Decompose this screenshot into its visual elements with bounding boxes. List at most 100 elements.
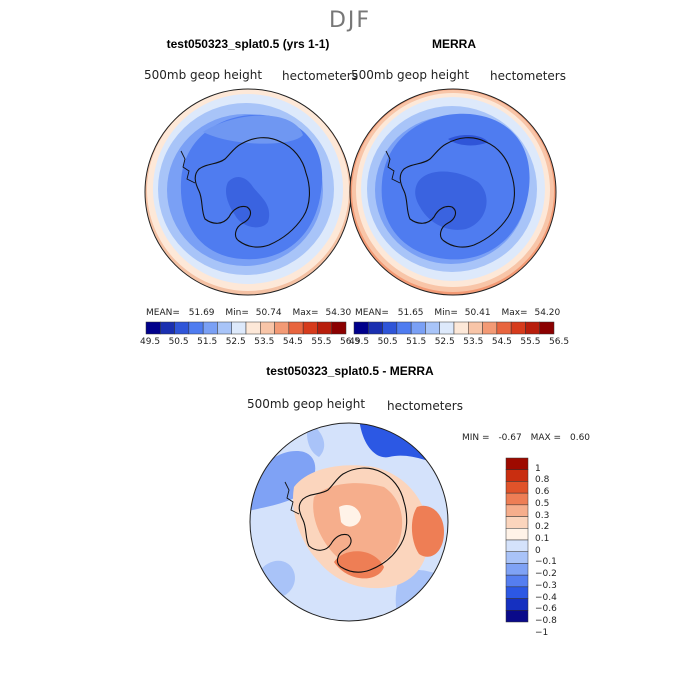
colorbar-swatch	[439, 321, 455, 335]
diff-pos-03	[313, 483, 403, 567]
diff-colorbar-tick-label: −0.6	[535, 604, 557, 615]
obs-min-label: Min=	[434, 308, 458, 318]
obs-mean-value: 51.65	[397, 308, 424, 318]
colorbar-tick-label: 51.5	[406, 337, 427, 347]
colorbar-swatch	[382, 321, 398, 335]
diff-colorbar-tick-label: 0.6	[535, 487, 550, 498]
season-title: DJF	[328, 8, 372, 33]
model-min-label: Min=	[225, 308, 249, 318]
model-polar-map	[144, 88, 352, 296]
diff-colorbar-tick-label: 0.1	[535, 534, 550, 544]
colorbar-swatch	[202, 321, 218, 335]
diff-map-border	[249, 422, 449, 622]
model-max-value: 54.30	[325, 308, 352, 318]
colorbar-swatch	[317, 321, 332, 335]
model-antarctica-coastline	[194, 137, 310, 248]
diff-max-value: 0.60	[569, 433, 591, 443]
colorbar-swatch	[425, 321, 440, 335]
colorbar-swatch	[468, 321, 483, 335]
diff-colorbar-tick-label: −0.4	[535, 592, 557, 603]
obs-antarctica-coastline	[399, 137, 515, 248]
diff-colorbar-tick-label: 0	[535, 545, 541, 556]
colorbar-swatch	[231, 321, 247, 335]
model-min-value: 50.74	[255, 308, 282, 318]
diff-neg-west	[250, 451, 316, 512]
colorbar-swatch	[260, 321, 275, 335]
colorbar-tick-label: 54.5	[282, 337, 303, 347]
diff-colorbar-swatch	[505, 586, 529, 599]
colorbar-swatch	[410, 321, 426, 335]
colorbar-swatch	[160, 321, 175, 335]
diff-colorbar-swatch	[505, 516, 529, 529]
obs-panel-title: MERRA	[432, 37, 476, 51]
diff-colorbar-tick-label: −0.1	[535, 557, 557, 568]
obs-band-50	[415, 171, 487, 230]
obs-colorbar-ticks: 49.5 50.5 51.5 52.5 53.5 54.5 55.5 56.5	[0, 337, 700, 349]
colorbar-swatch	[188, 321, 204, 335]
model-band-ridge	[203, 115, 303, 144]
colorbar-swatch	[145, 321, 161, 335]
obs-units-label: hectometers	[490, 69, 566, 83]
colorbar-swatch	[525, 321, 540, 335]
diff-colorbar-swatch	[505, 598, 529, 611]
colorbar-tick-label: 55.5	[520, 337, 541, 347]
colorbar-tick-label: 56.5	[340, 337, 361, 347]
diff-colorbar-tick-label: −0.8	[535, 616, 557, 626]
model-mean-value: 51.69	[188, 308, 215, 318]
model-max-label: Max=	[292, 308, 319, 318]
colorbar-swatch	[302, 321, 318, 335]
colorbar-tick-label: 55.5	[311, 337, 332, 347]
colorbar-swatch	[217, 321, 232, 335]
diff-colorbar-swatch	[505, 457, 529, 470]
diff-colorbar	[505, 457, 529, 623]
colorbar-tick-label: 52.5	[225, 337, 246, 347]
model-colorbar-ticks: 49.5 50.5 51.5 52.5 53.5 54.5 55.5 56.5	[0, 337, 700, 349]
obs-mean-label: MEAN=	[355, 308, 389, 318]
diff-max-label: MAX =	[530, 433, 562, 443]
colorbar-tick-label: 54.5	[491, 337, 512, 347]
model-colorbar	[145, 321, 347, 335]
diff-colorbar-tick-label: −0.3	[535, 580, 557, 591]
colorbar-tick-label: 56.5	[549, 337, 570, 347]
colorbar-tick-label: 50.5	[168, 337, 189, 347]
diff-min-label: MIN =	[462, 433, 490, 443]
obs-min-value: 50.41	[464, 308, 491, 318]
obs-variable-label: 500mb geop height	[351, 68, 470, 82]
colorbar-swatch	[453, 321, 469, 335]
obs-band-trough	[448, 135, 488, 146]
diff-zero-interior	[339, 505, 361, 527]
colorbar-tick-label: 50.5	[377, 337, 398, 347]
diff-colorbar-tick-label: −0.2	[535, 569, 557, 580]
colorbar-tick-label: 53.5	[254, 337, 275, 347]
diff-pos-05	[334, 551, 384, 579]
diff-polar-map	[249, 422, 449, 622]
colorbar-swatch	[274, 321, 290, 335]
model-units-label: hectometers	[282, 69, 358, 83]
colorbar-swatch	[539, 321, 555, 335]
colorbar-swatch	[174, 321, 190, 335]
diff-colorbar-swatch	[505, 539, 529, 552]
diff-antarctica-coastline	[298, 467, 408, 573]
colorbar-swatch	[396, 321, 412, 335]
model-band-50	[225, 177, 270, 228]
model-stats: MEAN= 51.69 Min= 50.74 Max= 54.30	[146, 308, 351, 318]
colorbar-swatch	[245, 321, 261, 335]
diff-colorbar-tick-label: 1	[535, 463, 541, 474]
diff-colorbar-tick-label: 0.3	[535, 510, 550, 521]
obs-max-value: 54.20	[534, 308, 561, 318]
diff-colorbar-swatch	[505, 469, 529, 482]
model-variable-label: 500mb geop height	[144, 68, 263, 82]
colorbar-tick-label: 49.5	[349, 337, 370, 347]
diff-colorbar-tick-label: −1	[535, 627, 549, 638]
colorbar-swatch	[331, 321, 347, 335]
diff-panel-title: test050323_splat0.5 - MERRA	[266, 364, 434, 378]
colorbar-tick-label: 51.5	[197, 337, 218, 347]
diff-colorbar-tick-label: 0.5	[535, 498, 550, 509]
model-peninsula	[180, 150, 196, 184]
diff-pos-east	[411, 505, 444, 557]
colorbar-swatch	[353, 321, 369, 335]
diff-colorbar-swatch	[505, 481, 529, 494]
diff-min-value: -0.67	[498, 433, 522, 443]
diff-stats: MIN = -0.67 MAX = 0.60	[462, 433, 590, 443]
diff-peninsula	[284, 481, 300, 515]
